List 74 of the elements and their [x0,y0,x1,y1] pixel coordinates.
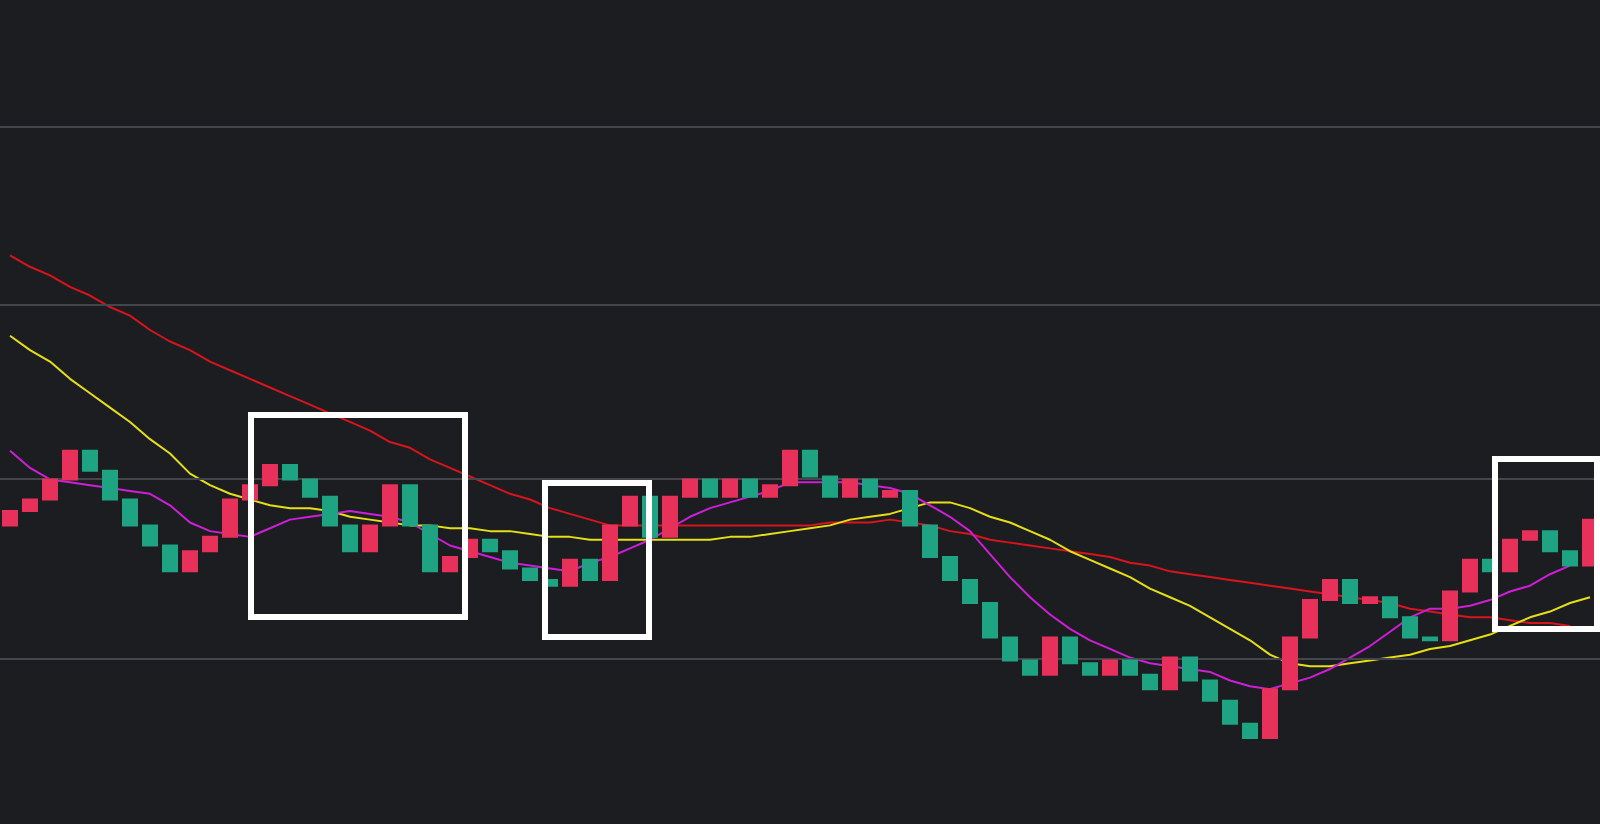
candlestick [1022,659,1038,676]
candlestick [1162,656,1178,691]
candlestick [1082,662,1098,676]
candlestick [1322,578,1338,602]
candlestick [182,550,198,573]
candlestick [122,498,138,527]
candlestick [1182,656,1198,682]
candlestick [402,484,418,527]
candlestick [1222,699,1238,725]
candlestick [202,535,218,553]
candlestick [1142,673,1158,691]
candlestick [1442,590,1458,642]
candlestick [882,489,898,498]
candlestick [302,478,318,498]
candlestick [262,464,278,487]
candlestick [702,478,718,498]
candlestick [1242,722,1258,739]
candlestick [1522,530,1538,541]
candlestick [82,449,98,472]
candlestick [1342,578,1358,604]
candlestick [522,567,538,581]
candlestick [1402,616,1418,639]
candlestick [1562,550,1578,567]
candlestick [962,578,978,604]
candlestick [62,449,78,481]
candlestick [2,510,18,527]
candlestick [1502,538,1518,573]
candlestick [742,478,758,498]
candlestick [822,475,838,498]
candlestick [42,478,58,501]
candlestick [902,489,918,527]
candlestick [382,484,398,527]
candlestick [222,498,238,538]
candlestick [282,464,298,481]
candlestick [982,601,998,639]
candlestick [502,550,518,570]
candlestick [442,555,458,573]
candlestick [1042,636,1058,676]
candlestick [662,495,678,538]
candlestick [942,555,958,581]
candlestick [322,495,338,527]
candlestick [922,524,938,558]
candlestick [1362,596,1378,604]
candlestick [342,524,358,553]
candlestick [802,449,818,478]
candlestick [1102,659,1118,676]
candlestick [362,524,378,553]
candlestick [1462,558,1478,593]
candlestick [602,524,618,581]
candlestick [22,498,38,513]
candlestick [1202,679,1218,702]
candlestick [482,538,498,553]
candlestick [1302,599,1318,639]
candlestick [722,478,738,498]
candlestick [1262,688,1278,739]
candlestick [1542,530,1558,553]
candlestick [1282,636,1298,691]
candlestick [1062,636,1078,665]
candlestick [782,449,798,487]
candlestick [102,469,118,501]
candlestick [1422,636,1438,642]
candlestick [1382,596,1398,619]
candlestick [862,478,878,498]
candlestick [142,524,158,547]
candlestick [162,544,178,573]
candlestick [682,478,698,498]
candlestick [1122,659,1138,676]
candlestick [422,524,438,573]
candlestick [622,495,638,527]
candlestick [842,478,858,498]
candlestick [562,558,578,587]
candlestick [582,558,598,581]
candlestick [1002,636,1018,662]
candlestick [762,484,778,498]
